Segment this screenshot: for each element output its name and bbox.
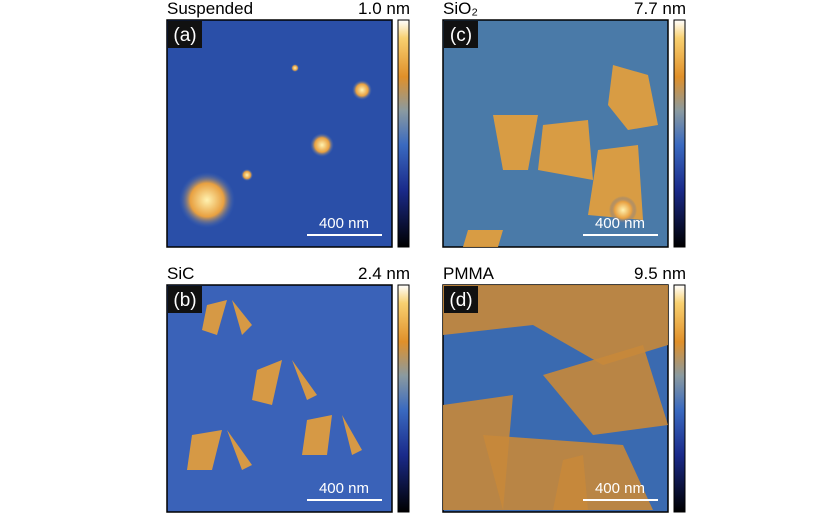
panel: (b) 400 nm SiC 2.4 nm: [166, 264, 410, 513]
feature: [538, 120, 593, 180]
feature: [463, 230, 503, 247]
panel-title: Suspended: [167, 0, 253, 18]
colorbar: [397, 284, 410, 513]
range-label: 9.5 nm: [634, 264, 686, 283]
feature: [291, 64, 299, 72]
panel-title: SiC: [167, 264, 194, 283]
feature: [241, 169, 253, 181]
feature: [543, 345, 668, 435]
feature: [553, 455, 588, 510]
panel: (c) 400 nm SiO₂ 7.7 nm: [442, 0, 686, 248]
feature: [342, 415, 362, 455]
feature: [202, 300, 227, 335]
range-label: 7.7 nm: [634, 0, 686, 18]
feature: [302, 415, 332, 455]
feature: [493, 115, 538, 170]
colorbar: [397, 19, 410, 248]
panel-label: (a): [173, 25, 196, 46]
feature: [608, 65, 658, 130]
panel-title: SiO₂: [443, 0, 478, 18]
label-box: [444, 21, 478, 48]
scale-bar-label: 400 nm: [595, 215, 645, 232]
feature: [252, 360, 282, 405]
panel: (a) 400 nm Suspended 1.0 nm: [166, 0, 410, 248]
feature: [187, 430, 222, 470]
range-label: 1.0 nm: [358, 0, 410, 18]
feature: [352, 80, 372, 100]
feature: [227, 430, 252, 470]
feature: [232, 300, 252, 335]
panel-label: (d): [449, 290, 472, 311]
colorbar: [673, 284, 686, 513]
panel: (d) 400 nm PMMA 9.5 nm: [442, 264, 686, 513]
panel-label: (b): [173, 290, 196, 311]
scale-bar-label: 400 nm: [319, 215, 369, 232]
feature: [310, 133, 334, 157]
scale-bar-label: 400 nm: [595, 480, 645, 497]
feature: [443, 285, 668, 365]
feature: [292, 360, 317, 400]
label-box: [444, 286, 478, 313]
feature: [609, 196, 637, 224]
afm-image: [166, 284, 393, 513]
feature: [179, 172, 235, 228]
scale-bar-label: 400 nm: [319, 480, 369, 497]
panel-label: (c): [450, 25, 472, 46]
colorbar: [673, 19, 686, 248]
panel-title: PMMA: [443, 264, 495, 283]
label-box: [168, 286, 202, 313]
label-box: [168, 21, 202, 48]
range-label: 2.4 nm: [358, 264, 410, 283]
